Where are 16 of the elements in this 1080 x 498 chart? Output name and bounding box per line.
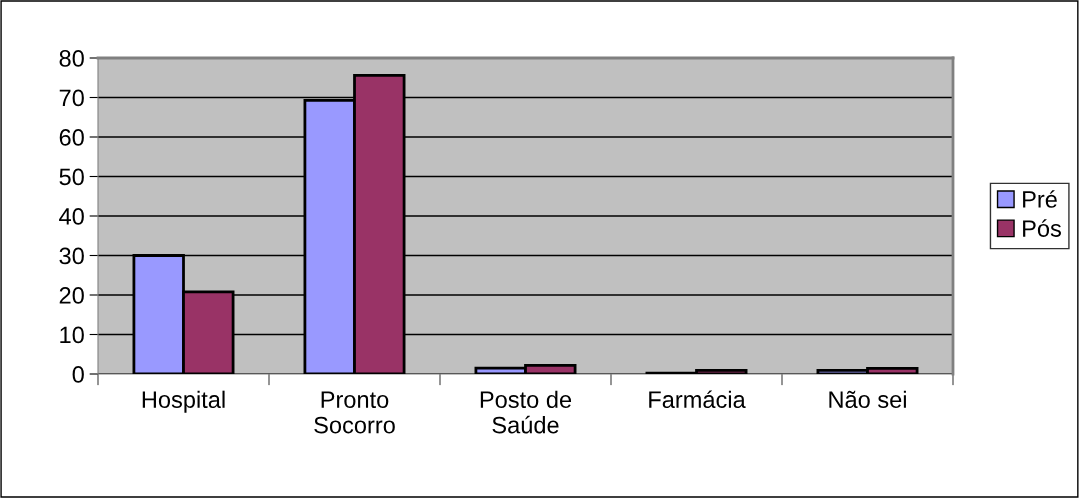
legend-label: Pré [1023, 190, 1057, 208]
y-tick-label: 70 [59, 89, 84, 107]
y-tick-label: 30 [59, 247, 84, 265]
x-tick-label: Hospital [142, 390, 225, 413]
y-tick-label: 50 [59, 168, 84, 186]
y-tick-label: 80 [59, 50, 84, 67]
x-tick-label: Posto de Saúde [480, 390, 572, 434]
x-tick-label: Não sei [829, 390, 906, 409]
x-tick-label: Pronto Socorro [314, 391, 395, 434]
y-tick-label: 40 [59, 208, 84, 225]
y-tick-label: 20 [59, 287, 84, 304]
y-tick-label: 60 [59, 129, 84, 146]
y-tick-label: 10 [60, 326, 84, 344]
legend-label: Pós [1023, 219, 1061, 237]
x-tick-label: Farmácia [649, 390, 746, 409]
y-tick-label: 0 [72, 366, 84, 383]
